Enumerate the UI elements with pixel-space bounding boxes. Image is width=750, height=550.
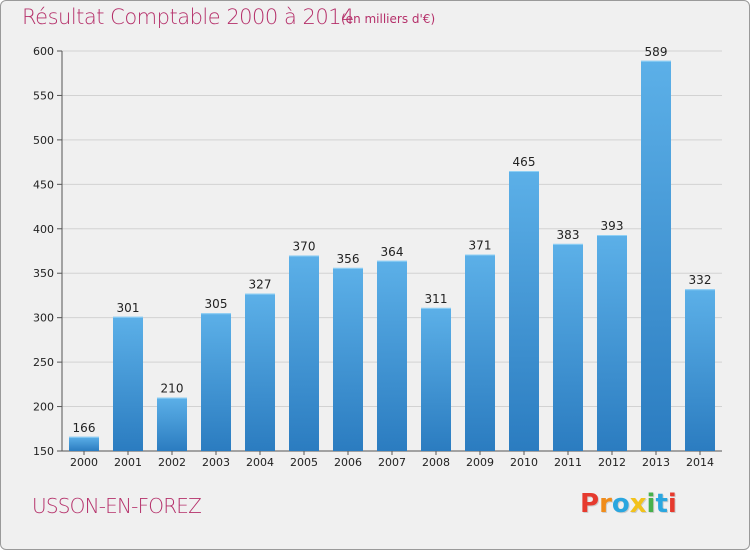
- value-label: 356: [337, 252, 360, 266]
- bar: [201, 313, 231, 451]
- axes: 150 200 250 300 350 400 450 500 550 600 2000 2001 20…: [33, 45, 722, 469]
- value-labels: 166 301 210 305 327 370 356 364 311 371 465 383 393 5…: [73, 45, 712, 435]
- bar: [245, 293, 275, 451]
- bar: [333, 267, 363, 451]
- y-tick-label: 200: [33, 401, 54, 414]
- logo-letter: i: [667, 489, 677, 519]
- bar: [289, 255, 319, 451]
- x-tick-label: 2012: [598, 456, 626, 469]
- city-name: USSON-EN-FOREZ: [32, 494, 202, 518]
- value-label: 327: [249, 278, 272, 292]
- logo-letter: i: [646, 489, 656, 519]
- value-label: 210: [161, 382, 184, 396]
- y-tick-label: 350: [33, 267, 54, 280]
- x-tick-label: 2002: [158, 456, 186, 469]
- x-tick-label: 2005: [290, 456, 318, 469]
- y-tick-label: 550: [33, 89, 54, 102]
- logo-letter: P: [580, 489, 600, 519]
- value-label: 332: [689, 273, 712, 287]
- x-tick-label: 2007: [378, 456, 406, 469]
- bar: [69, 436, 99, 451]
- logo-letter: r: [599, 489, 612, 519]
- bar: [465, 254, 495, 451]
- value-label: 305: [205, 297, 228, 311]
- value-label: 311: [425, 292, 448, 306]
- bar: [597, 235, 627, 451]
- bar: [509, 171, 539, 451]
- y-tick-label: 450: [33, 178, 54, 191]
- bar: [421, 307, 451, 451]
- y-tick-label: 150: [33, 445, 54, 458]
- value-label: 166: [73, 421, 96, 435]
- y-tick-label: 600: [33, 45, 54, 58]
- value-label: 383: [557, 228, 580, 242]
- x-tick-label: 2004: [246, 456, 274, 469]
- x-tick-label: 2014: [686, 456, 714, 469]
- bar: [641, 60, 671, 452]
- x-tick-label: 2010: [510, 456, 538, 469]
- value-label: 371: [469, 239, 492, 253]
- bar: [377, 260, 407, 451]
- x-tick-label: 2011: [554, 456, 582, 469]
- y-tick-label: 400: [33, 223, 54, 236]
- bar: [553, 243, 583, 451]
- y-tick-label: 500: [33, 134, 54, 147]
- logo-letter: t: [655, 489, 668, 519]
- bar: [113, 316, 143, 451]
- x-tick-label: 2001: [114, 456, 142, 469]
- proxiti-logo: Proxiti: [580, 489, 677, 519]
- y-tick-label: 250: [33, 356, 54, 369]
- x-tick-label: 2003: [202, 456, 230, 469]
- y-tick-label: 300: [33, 312, 54, 325]
- bar: [685, 289, 715, 451]
- x-tick-label: 2006: [334, 456, 362, 469]
- chart-title: Résultat Comptable 2000 à 2014: [22, 5, 354, 29]
- value-label: 370: [293, 239, 316, 253]
- chart-subtitle: (en milliers d'€): [341, 12, 436, 26]
- value-label: 301: [117, 301, 140, 315]
- logo-letter: o: [611, 489, 630, 519]
- value-label: 465: [513, 155, 536, 169]
- value-label: 589: [645, 45, 668, 59]
- x-tick-label: 2013: [642, 456, 670, 469]
- bar: [157, 397, 187, 451]
- logo-letter: x: [629, 489, 647, 519]
- value-label: 393: [601, 219, 624, 233]
- x-tick-label: 2008: [422, 456, 450, 469]
- x-tick-label: 2000: [70, 456, 98, 469]
- value-label: 364: [381, 245, 404, 259]
- x-tick-label: 2009: [466, 456, 494, 469]
- bars: [69, 60, 715, 452]
